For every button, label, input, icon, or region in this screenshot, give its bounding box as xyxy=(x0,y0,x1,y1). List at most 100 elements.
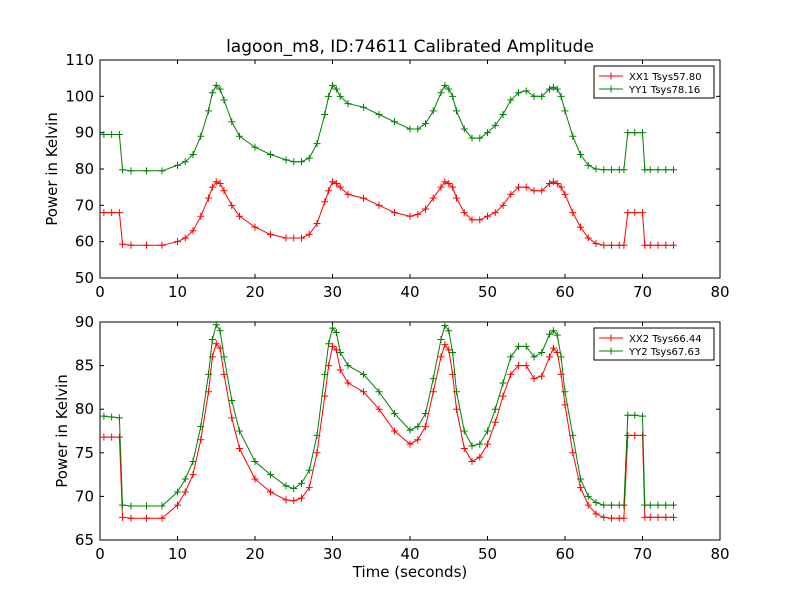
bottom-series-1-point xyxy=(445,346,453,354)
bottom-series-2-point xyxy=(608,501,615,509)
bottom-series-2-point xyxy=(267,471,274,479)
bottom-series-1-point xyxy=(267,488,274,496)
top-tick-marks: 0 10 20 30 40 50 60 70 80 50 60 70 80 90 100 110 xyxy=(65,51,729,301)
bottom-legend-label-2: YY2 Tsys67.63 xyxy=(628,347,700,358)
top-x-tick-label: 30 xyxy=(323,283,342,301)
top-y-axis-label: Power in Kelvin xyxy=(43,112,61,226)
top-series-2-point xyxy=(414,125,422,133)
top-series-1-point xyxy=(600,241,608,249)
top-series-1-point xyxy=(332,180,340,188)
top-series-2-point xyxy=(549,83,557,91)
top-series-2-point xyxy=(181,158,189,166)
bottom-series-2-point xyxy=(549,327,557,335)
top-series-2-point xyxy=(220,96,228,104)
bottom-series-1-point xyxy=(429,388,437,396)
top-series-2-point xyxy=(189,150,197,158)
top-series-2-point xyxy=(654,166,662,174)
bottom-series-1-point xyxy=(522,362,530,370)
top-series-2-point xyxy=(251,143,259,151)
bottom-series-2-point xyxy=(115,414,123,422)
top-series-group xyxy=(100,81,677,249)
bottom-series-1-point xyxy=(484,440,491,448)
top-series-2-point xyxy=(321,111,329,118)
bottom-series-2-point xyxy=(662,501,670,509)
bottom-x-tick-label: 40 xyxy=(400,545,419,563)
top-series-1-point xyxy=(441,178,449,186)
top-series-2-point xyxy=(208,89,216,97)
top-series-1-point xyxy=(515,183,522,191)
top-series-1-point xyxy=(553,180,561,188)
top-series-1-point xyxy=(208,183,216,191)
bottom-series-1-point xyxy=(600,513,608,521)
bottom-series-1-point xyxy=(662,513,670,521)
bottom-y-tick-label: 80 xyxy=(75,400,94,418)
top-series-1-point xyxy=(631,209,639,217)
bottom-series-2-point xyxy=(406,426,414,434)
top-series-2-point xyxy=(406,125,414,133)
bottom-series-2-point xyxy=(654,501,662,509)
top-series-2-point xyxy=(538,92,546,100)
bottom-series-1-point xyxy=(491,418,499,426)
bottom-series-2-point xyxy=(577,475,584,483)
top-series-2-point xyxy=(569,132,577,140)
bottom-series-2-point xyxy=(360,370,367,378)
top-series-1-point xyxy=(174,238,181,246)
bottom-x-tick-label: 70 xyxy=(633,545,652,563)
top-series-1-point xyxy=(158,241,166,249)
bottom-x-axis-label: Time (seconds) xyxy=(352,563,468,581)
bottom-tick-marks: 0 10 20 30 40 50 60 70 80 65 70 75 80 85 90 xyxy=(75,313,730,563)
top-series-2-point xyxy=(584,161,592,169)
top-series-2-point xyxy=(174,161,181,169)
top-series-1-point xyxy=(561,190,569,198)
bottom-series-1-point xyxy=(228,414,236,422)
bottom-y-tick-label: 70 xyxy=(75,487,94,505)
top-series-1-point xyxy=(491,209,499,217)
bottom-y-tick-label: 90 xyxy=(75,313,94,331)
top-series-2-point xyxy=(445,85,453,93)
top-series-2-point xyxy=(205,107,212,115)
bottom-series-2-point xyxy=(332,328,340,336)
bottom-series-2-point xyxy=(491,405,499,413)
bottom-series-2-point xyxy=(468,442,476,450)
bottom-x-tick-label: 0 xyxy=(95,545,105,563)
top-series-2-point xyxy=(360,103,367,111)
top-series-2-point xyxy=(639,129,646,137)
bottom-series-2-point xyxy=(313,431,321,439)
bottom-series-1-point xyxy=(437,353,445,361)
top-series-1-point xyxy=(406,212,414,220)
top-series-1-point xyxy=(118,240,126,248)
top-legend-marker-1 xyxy=(607,72,615,80)
top-series-2-point xyxy=(460,125,468,133)
top-y-tick-label: 80 xyxy=(75,160,94,178)
bottom-series-1-point xyxy=(236,444,243,452)
bottom-series-2-point xyxy=(321,370,329,378)
top-series-2-point xyxy=(158,167,166,175)
top-series-1-point xyxy=(460,209,468,217)
bottom-series-2-point xyxy=(569,431,577,439)
bottom-series-2-point xyxy=(282,482,290,490)
top-series-1-point xyxy=(569,209,577,217)
top-series-2-point xyxy=(216,85,224,93)
top-y-tick-label: 100 xyxy=(65,87,94,105)
top-series-1-point xyxy=(608,241,615,249)
bottom-plot-area: 0 10 20 30 40 50 60 70 80 65 70 75 80 85 90 XX2 Tsys66… xyxy=(75,313,730,563)
bottom-series-1-point xyxy=(553,349,561,357)
bottom-series-2-point xyxy=(127,502,135,510)
bottom-series-1-point xyxy=(406,440,414,448)
bottom-series-1-point xyxy=(108,433,116,441)
top-series-1-point xyxy=(108,209,116,217)
top-y-tick-label: 90 xyxy=(75,124,94,142)
top-series-2-point xyxy=(422,120,429,128)
top-series-1-point xyxy=(507,190,515,198)
top-legend-label-1: XX1 Tsys57.80 xyxy=(629,72,702,83)
bottom-series-1-point xyxy=(476,453,484,461)
bottom-legend-label-1: XX2 Tsys66.44 xyxy=(629,334,702,345)
bottom-series-2-point xyxy=(414,423,422,431)
top-series-2-point xyxy=(143,167,150,175)
top-series-2-point xyxy=(646,166,654,174)
top-series-2-point xyxy=(499,111,507,118)
top-series-1-point xyxy=(522,183,530,191)
top-series-1-point xyxy=(592,239,600,247)
top-x-tick-label: 60 xyxy=(555,283,574,301)
bottom-series-1-point xyxy=(290,497,298,505)
